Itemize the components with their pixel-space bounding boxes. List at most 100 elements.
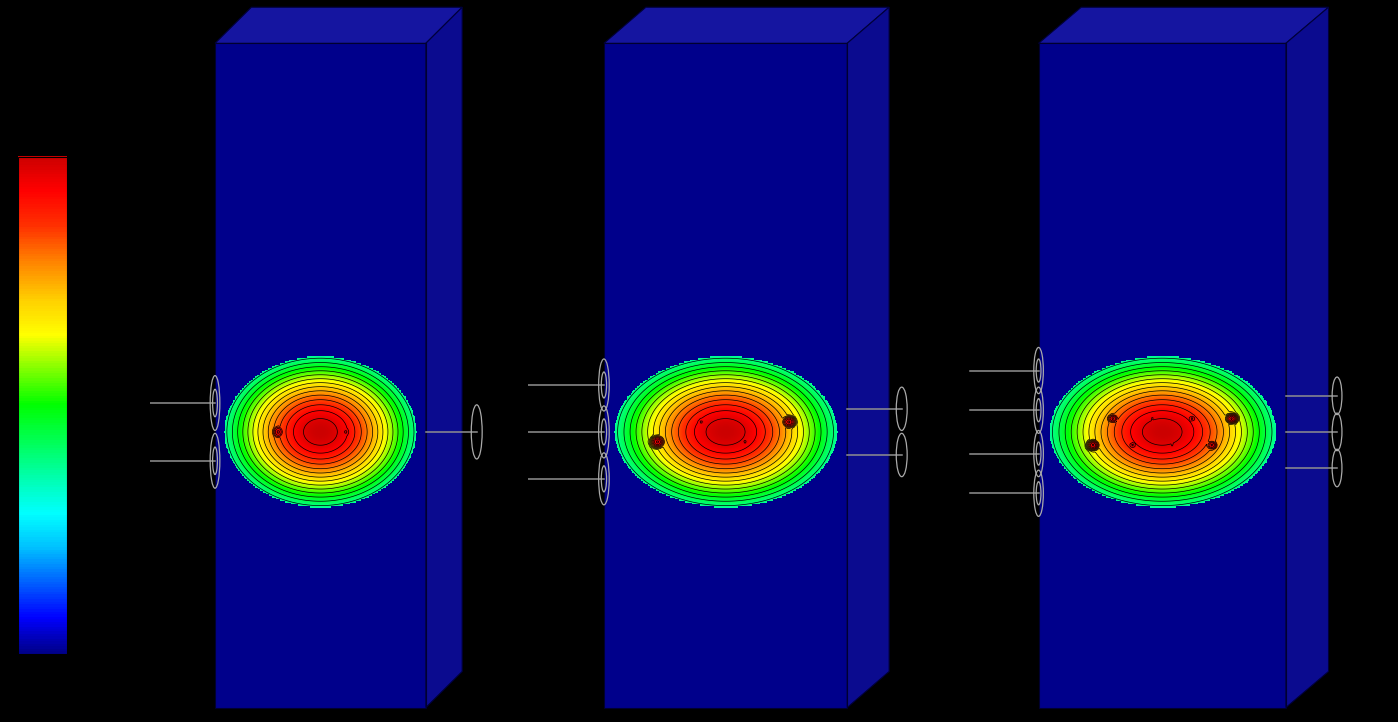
Text: 45.0000: 45.0000 bbox=[75, 500, 119, 510]
Bar bbox=[18, 641, 67, 644]
Bar bbox=[18, 390, 67, 393]
Bar bbox=[18, 450, 67, 453]
Text: (a): (a) bbox=[466, 18, 510, 46]
Bar bbox=[18, 365, 67, 368]
Bar bbox=[18, 425, 67, 428]
Polygon shape bbox=[604, 43, 847, 708]
Bar bbox=[18, 564, 67, 567]
Bar bbox=[18, 193, 67, 197]
Bar bbox=[18, 196, 67, 199]
Bar bbox=[18, 442, 67, 445]
Bar bbox=[18, 305, 67, 308]
Polygon shape bbox=[215, 7, 463, 43]
Bar bbox=[18, 621, 67, 624]
Bar bbox=[18, 238, 67, 242]
Text: 75.0000: 75.0000 bbox=[75, 401, 119, 411]
Polygon shape bbox=[604, 7, 889, 43]
Bar bbox=[18, 455, 67, 458]
Bar bbox=[18, 507, 67, 510]
Bar bbox=[18, 169, 67, 172]
Bar bbox=[18, 586, 67, 589]
Bar bbox=[18, 214, 67, 217]
Bar bbox=[18, 395, 67, 398]
Bar bbox=[18, 388, 67, 391]
Bar bbox=[18, 373, 67, 375]
Bar bbox=[18, 251, 67, 254]
Bar bbox=[18, 472, 67, 475]
Bar bbox=[18, 412, 67, 415]
Bar bbox=[18, 526, 67, 530]
Bar bbox=[18, 459, 67, 463]
Bar bbox=[18, 583, 67, 587]
Bar bbox=[18, 362, 67, 366]
Bar bbox=[18, 233, 67, 237]
Bar bbox=[18, 561, 67, 565]
Bar bbox=[18, 253, 67, 256]
Bar bbox=[18, 326, 67, 329]
Bar bbox=[18, 509, 67, 513]
Bar bbox=[18, 440, 67, 443]
Bar bbox=[18, 497, 67, 500]
Bar bbox=[18, 542, 67, 544]
Bar bbox=[18, 427, 67, 430]
Bar bbox=[18, 645, 67, 649]
Bar bbox=[18, 348, 67, 351]
Bar bbox=[18, 487, 67, 490]
Bar bbox=[18, 179, 67, 182]
Bar bbox=[18, 286, 67, 289]
Bar bbox=[18, 228, 67, 232]
Bar bbox=[18, 638, 67, 641]
Bar bbox=[18, 648, 67, 651]
Bar bbox=[18, 633, 67, 637]
Text: 30.0000: 30.0000 bbox=[75, 549, 119, 560]
Bar bbox=[18, 350, 67, 353]
Text: 135.0000: 135.0000 bbox=[75, 201, 126, 212]
Bar bbox=[18, 569, 67, 572]
Bar bbox=[18, 484, 67, 487]
Bar bbox=[18, 256, 67, 259]
Bar bbox=[18, 331, 67, 334]
Bar bbox=[18, 380, 67, 383]
Bar bbox=[18, 281, 67, 284]
Bar bbox=[18, 276, 67, 279]
Bar bbox=[18, 576, 67, 579]
Polygon shape bbox=[1039, 43, 1286, 708]
Bar bbox=[18, 601, 67, 604]
Polygon shape bbox=[1286, 7, 1328, 708]
Bar bbox=[18, 243, 67, 246]
Bar bbox=[18, 188, 67, 192]
Bar bbox=[18, 437, 67, 440]
Bar bbox=[18, 512, 67, 515]
Bar bbox=[18, 300, 67, 304]
Bar bbox=[18, 469, 67, 472]
Bar bbox=[18, 593, 67, 596]
Bar bbox=[18, 184, 67, 187]
Bar bbox=[18, 651, 67, 654]
Bar bbox=[18, 554, 67, 557]
Bar bbox=[18, 591, 67, 594]
Bar bbox=[18, 335, 67, 339]
Bar bbox=[18, 574, 67, 577]
Bar bbox=[18, 219, 67, 222]
Bar bbox=[18, 162, 67, 165]
Bar bbox=[18, 596, 67, 599]
Bar bbox=[18, 246, 67, 249]
Bar bbox=[18, 557, 67, 560]
Bar bbox=[18, 328, 67, 331]
Bar bbox=[18, 588, 67, 592]
Polygon shape bbox=[426, 7, 463, 708]
Bar bbox=[18, 283, 67, 286]
Bar bbox=[18, 186, 67, 189]
Bar bbox=[18, 504, 67, 508]
Bar bbox=[18, 308, 67, 311]
Bar bbox=[18, 457, 67, 460]
Bar bbox=[18, 479, 67, 482]
Bar bbox=[18, 474, 67, 477]
Text: 120.0000: 120.0000 bbox=[75, 251, 126, 261]
Bar bbox=[18, 273, 67, 277]
Bar bbox=[18, 159, 67, 162]
Bar bbox=[18, 357, 67, 361]
Bar bbox=[18, 599, 67, 601]
Bar bbox=[18, 616, 67, 619]
Text: 105.0000: 105.0000 bbox=[75, 301, 126, 311]
